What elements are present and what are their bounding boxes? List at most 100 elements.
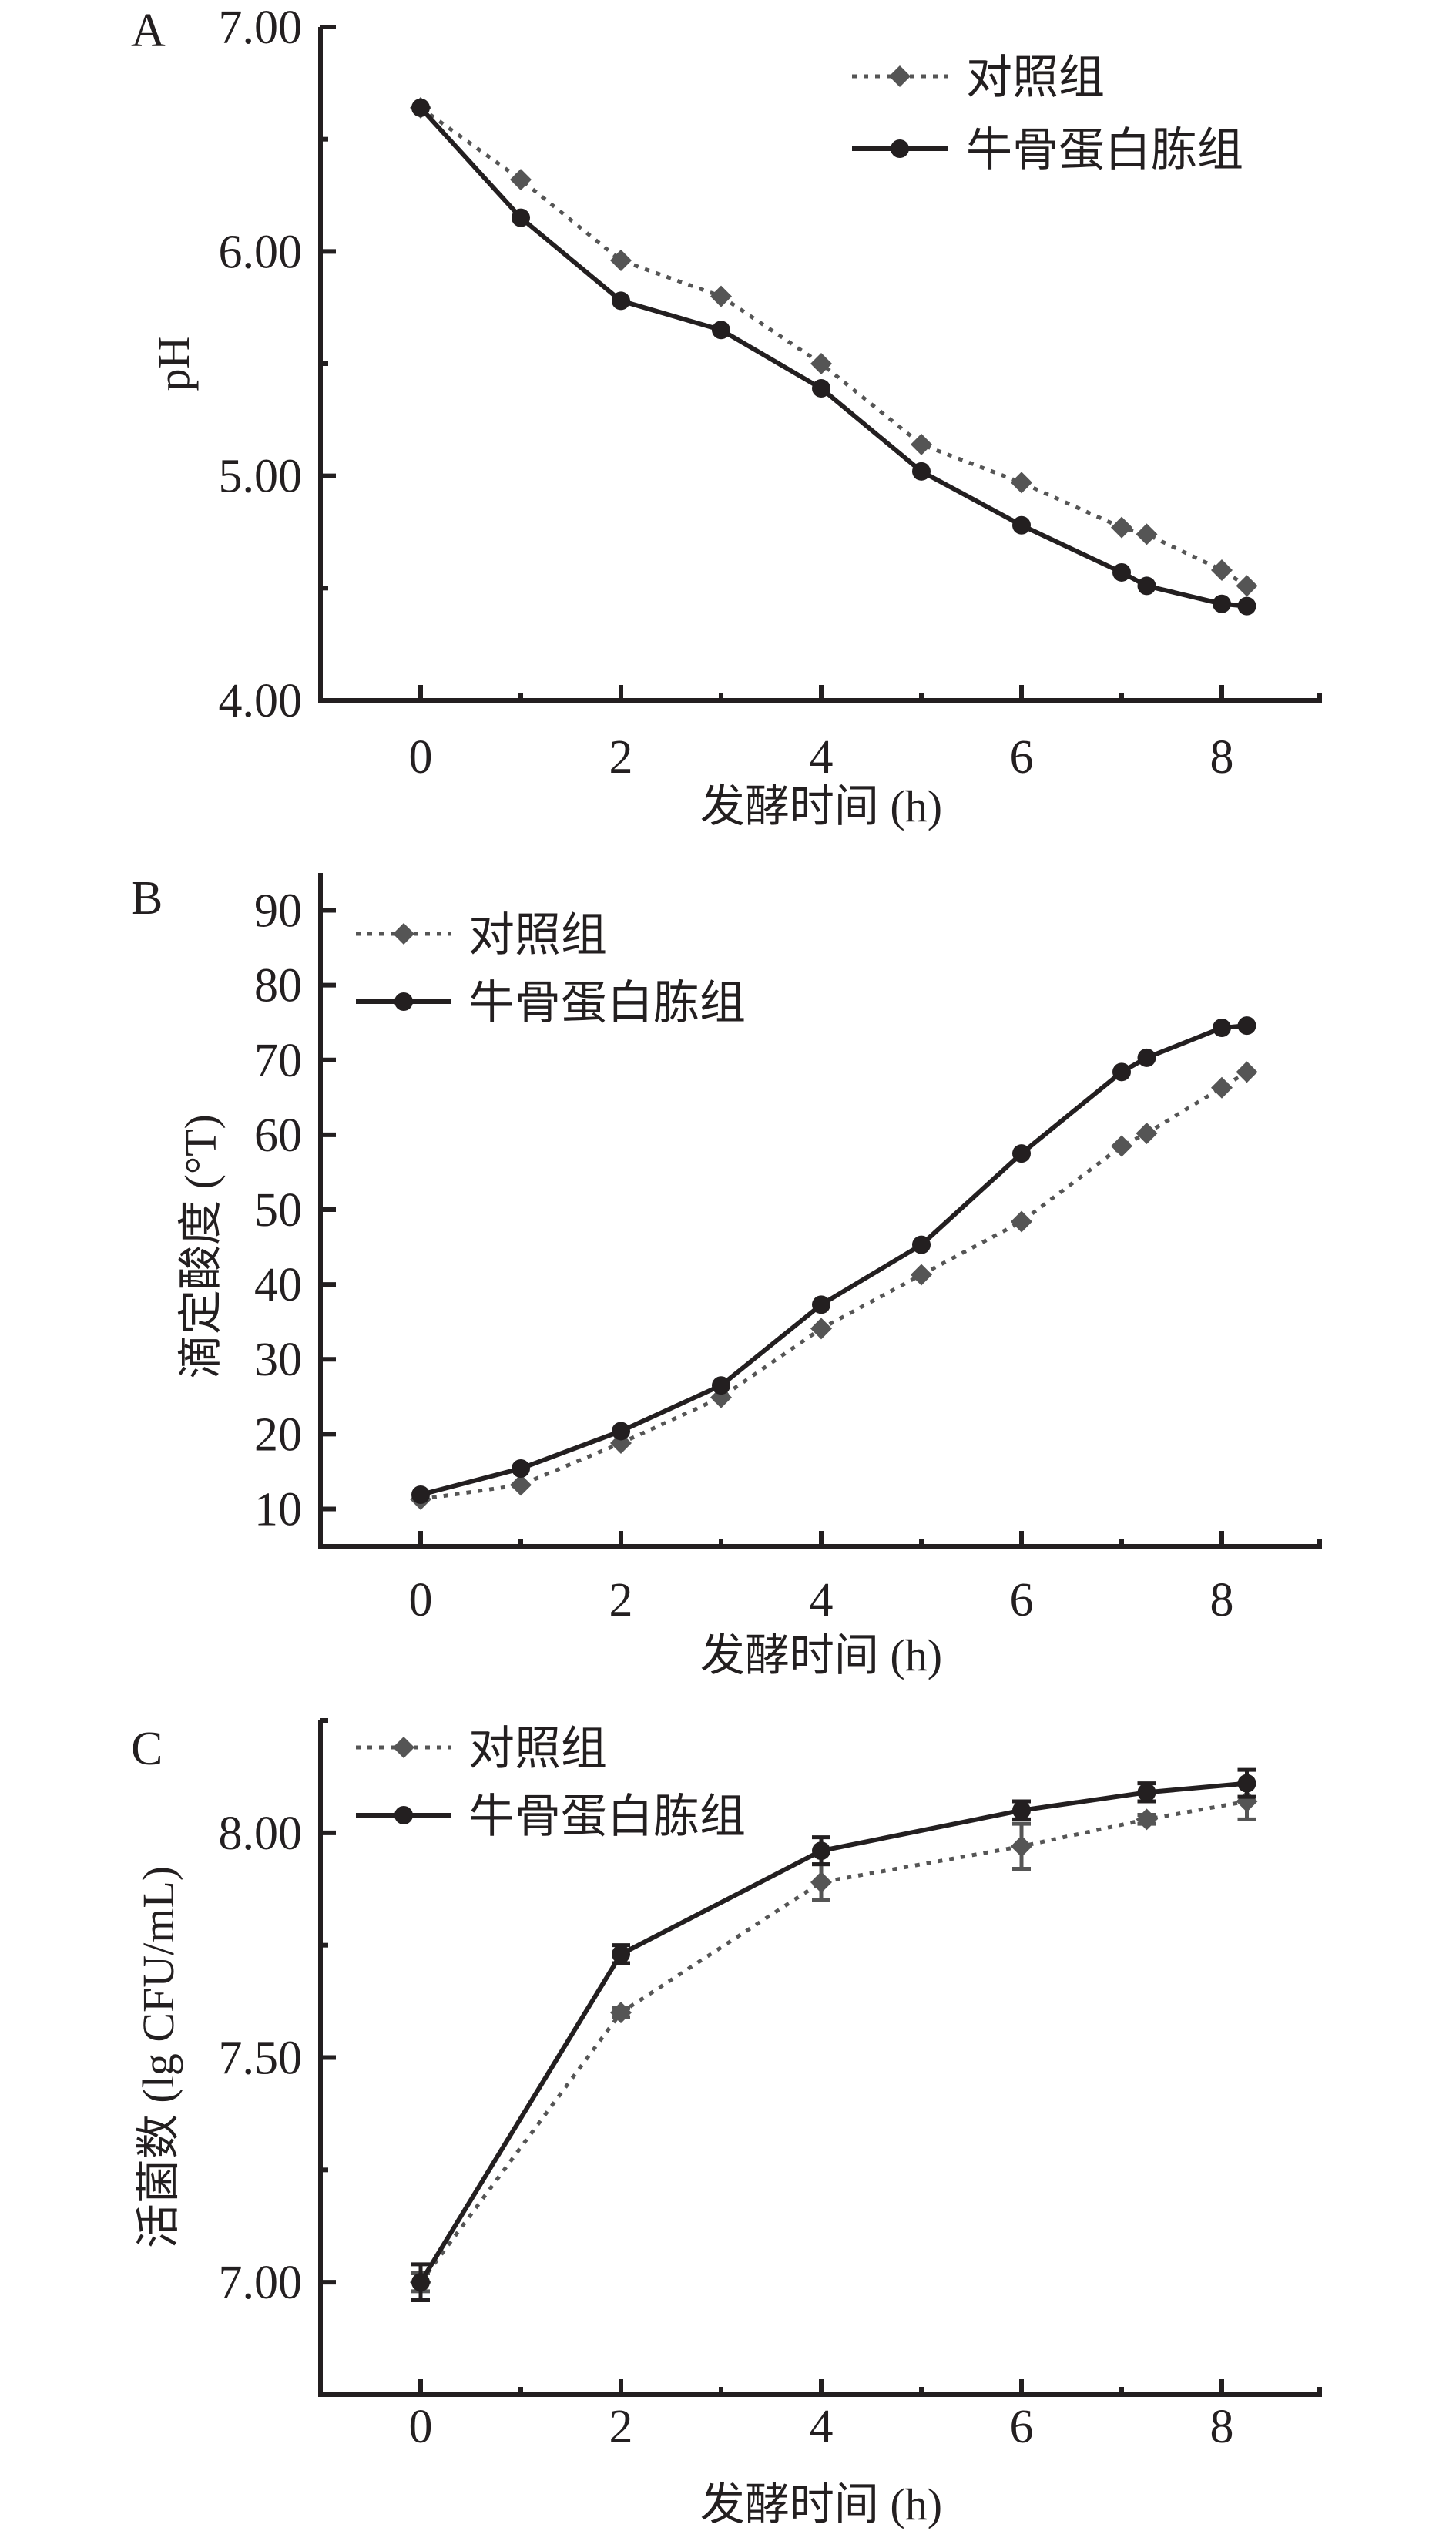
- data-point-circle: [1012, 1144, 1031, 1163]
- data-point-circle: [1012, 515, 1031, 535]
- data-point-circle: [1137, 576, 1156, 596]
- series-line: [420, 1070, 1248, 1502]
- x-tick-label: 0: [409, 1574, 433, 1626]
- data-point-circle: [411, 98, 430, 117]
- series-line: [418, 1781, 1247, 2284]
- legend-marker-circle: [394, 1806, 413, 1824]
- x-axis-title: 发酵时间 (h): [700, 2479, 942, 2529]
- data-point-diamond: [510, 169, 532, 191]
- y-tick-label: 60: [254, 1109, 302, 1162]
- x-tick-label: 6: [1010, 731, 1034, 784]
- y-tick-label: 10: [254, 1483, 302, 1536]
- data-point-diamond: [1136, 1122, 1158, 1144]
- data-point-diamond: [810, 353, 832, 374]
- x-tick-label: 8: [1210, 1574, 1234, 1626]
- y-axis-title: 活菌数 (lg CFU/mL): [133, 1866, 183, 2248]
- data-point-diamond: [1011, 1210, 1032, 1233]
- data-point-circle: [1213, 594, 1231, 613]
- x-tick-label: 4: [810, 2401, 834, 2453]
- legend-label-bone-peptone: 牛骨蛋白胨组: [966, 125, 1243, 176]
- data-point-diamond: [610, 249, 632, 271]
- series-line: [419, 106, 1248, 588]
- data-point-circle: [1112, 562, 1131, 582]
- y-tick-label: 7.00: [219, 2257, 303, 2309]
- data-point-circle: [712, 321, 730, 340]
- y-tick-label: 7.00: [219, 2, 303, 54]
- x-tick-label: 4: [810, 731, 834, 784]
- data-point-diamond: [1111, 516, 1132, 539]
- x-tick-label: 6: [1010, 1574, 1034, 1626]
- panel-b-titratable-acidity-chart: B 10 20 30 40 50 60 70 80 90 0 2 4 6 8 发酵时间 (h) 滴定酸度 (°T…: [131, 872, 1322, 1680]
- data-point-diamond: [1111, 1135, 1132, 1157]
- y-tick-label: 6.00: [219, 226, 303, 278]
- series-bone-peptone: [411, 1767, 1256, 2302]
- legend-label-control: 对照组: [468, 1724, 607, 1774]
- series-bone-peptone: [411, 1016, 1256, 1504]
- data-point-circle: [1237, 1016, 1256, 1036]
- x-tick-label: 4: [810, 1574, 834, 1626]
- legend-label-control: 对照组: [468, 910, 607, 961]
- data-point-circle: [512, 1459, 530, 1479]
- legend-marker-diamond: [889, 65, 911, 87]
- data-point-diamond: [610, 2002, 632, 2024]
- x-tick-label: 2: [609, 2401, 633, 2453]
- data-point-circle: [612, 1422, 630, 1441]
- data-point-circle: [912, 462, 931, 481]
- x-tick-label: 2: [609, 731, 633, 784]
- x-tick-label: 2: [609, 1574, 633, 1626]
- data-point-circle: [812, 1841, 830, 1861]
- panel-c-viable-count-chart: C 7.00 7.50 8.00 0 2 4 6 8 发酵时间 (h) 活菌数 (lg CFU/mL…: [131, 1718, 1322, 2529]
- data-point-circle: [411, 2273, 430, 2292]
- data-point-circle: [912, 1235, 931, 1254]
- x-tick-label: 0: [409, 2401, 433, 2453]
- y-tick-label: 50: [254, 1184, 302, 1237]
- legend-marker-diamond: [393, 923, 414, 945]
- data-point-diamond: [1211, 1076, 1233, 1099]
- legend-label-bone-peptone: 牛骨蛋白胨组: [468, 978, 746, 1029]
- data-point-circle: [1237, 1774, 1256, 1793]
- y-tick-label: 90: [254, 885, 302, 938]
- data-point-circle: [712, 1376, 730, 1395]
- data-point-circle: [612, 1945, 630, 1964]
- data-point-diamond: [1236, 575, 1258, 597]
- data-point-circle: [812, 379, 830, 398]
- panel-label: A: [131, 5, 166, 57]
- data-point-diamond: [1136, 1808, 1158, 1831]
- data-point-circle: [612, 291, 630, 311]
- data-point-diamond: [810, 1318, 832, 1340]
- data-point-diamond: [911, 433, 932, 455]
- series-control: [410, 1781, 1258, 2294]
- y-tick-label: 7.50: [219, 2033, 303, 2085]
- legend-marker-circle: [394, 992, 413, 1011]
- y-tick-label: 80: [254, 960, 302, 1012]
- panel-label: B: [131, 872, 163, 925]
- x-tick-label: 6: [1010, 2401, 1034, 2453]
- data-point-diamond: [1211, 559, 1233, 582]
- series-control: [410, 96, 1258, 597]
- panel-a-ph-chart: A 4.00 5.00 6.00 7.00 0 2 4 6 8 发酵时间 (h) pH 对照组牛骨蛋白胨…: [131, 2, 1322, 831]
- series-line: [418, 1799, 1247, 2284]
- data-point-diamond: [1011, 472, 1032, 494]
- axis-frame: [318, 873, 1322, 1549]
- data-point-circle: [1213, 1019, 1231, 1038]
- data-point-diamond: [710, 285, 732, 307]
- legend-marker-diamond: [393, 1737, 414, 1758]
- series-line: [420, 1023, 1247, 1497]
- data-point-circle: [1237, 596, 1256, 616]
- series-control: [410, 1061, 1258, 1510]
- y-tick-label: 70: [254, 1035, 302, 1087]
- data-point-circle: [512, 208, 530, 227]
- data-point-circle: [812, 1295, 830, 1314]
- data-point-diamond: [510, 1474, 532, 1496]
- y-axis-title: pH: [149, 337, 199, 391]
- x-tick-label: 0: [409, 731, 433, 784]
- data-point-diamond: [810, 1871, 832, 1893]
- data-point-diamond: [1236, 1061, 1258, 1083]
- data-point-circle: [411, 1485, 430, 1504]
- data-point-circle: [1112, 1062, 1131, 1082]
- data-point-diamond: [911, 1264, 932, 1286]
